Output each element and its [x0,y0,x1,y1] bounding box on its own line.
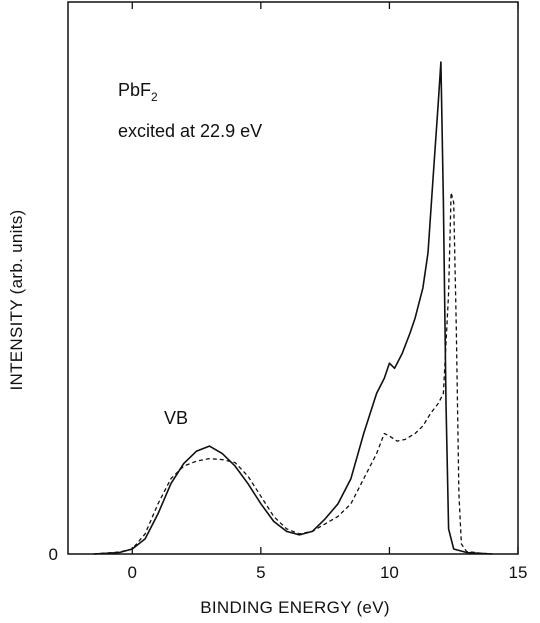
series-layer [93,61,493,555]
excitation-annotation: excited at 22.9 eV [118,121,262,141]
y-axis-label: INTENSITY (arb. units) [7,209,26,390]
x-tick-label: 5 [256,563,265,582]
x-tick-label: 10 [380,563,399,582]
plot-frame [67,1,519,555]
vb-annotation: VB [164,408,188,428]
series-line-solid [93,61,493,555]
x-tick-label: 15 [509,563,528,582]
compound-annotation-subscript: 2 [151,90,158,104]
y-tick-label: 0 [49,545,58,564]
series-line-dashed [93,191,493,555]
compound-annotation-base: PbF [118,80,151,100]
compound-annotation: PbF2 [118,80,158,104]
x-tick-label: 0 [128,563,137,582]
x-axis-label: BINDING ENERGY (eV) [200,598,390,617]
y-axis-ticks: 0 [49,545,58,564]
x-axis-ticks: 0 5 10 15 [128,2,528,582]
